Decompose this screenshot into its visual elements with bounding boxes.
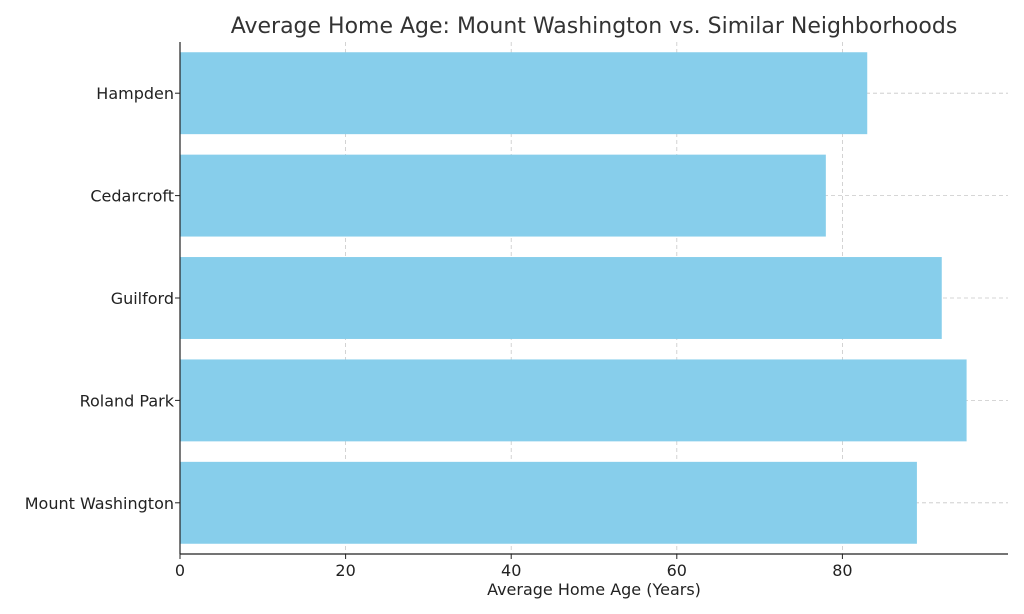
- axes: [175, 42, 1008, 555]
- bars: [180, 52, 967, 544]
- bar-cedarcroft: [180, 154, 826, 237]
- bar-guilford: [180, 257, 942, 339]
- category-label: Mount Washington: [25, 494, 174, 513]
- x-tick-label: 40: [501, 561, 521, 580]
- category-label: Cedarcroft: [90, 187, 174, 206]
- chart-title: Average Home Age: Mount Washington vs. S…: [231, 14, 958, 39]
- x-tick-label: 80: [832, 561, 852, 580]
- category-labels: Mount Washington Roland Park Guilford Cedar…: [25, 84, 175, 513]
- x-ticks: 0 20 40 60 80: [175, 554, 853, 580]
- bar-hampden: [180, 52, 868, 135]
- bar-roland-park: [180, 359, 967, 442]
- x-axis-title: Average Home Age (Years): [487, 580, 701, 599]
- x-tick-label: 60: [667, 561, 687, 580]
- bar-mount-washington: [180, 461, 917, 544]
- x-tick-label: 20: [335, 561, 355, 580]
- category-label: Guilford: [111, 289, 174, 308]
- category-label: Hampden: [96, 84, 174, 103]
- x-tick-label: 0: [175, 561, 185, 580]
- category-label: Roland Park: [80, 391, 175, 410]
